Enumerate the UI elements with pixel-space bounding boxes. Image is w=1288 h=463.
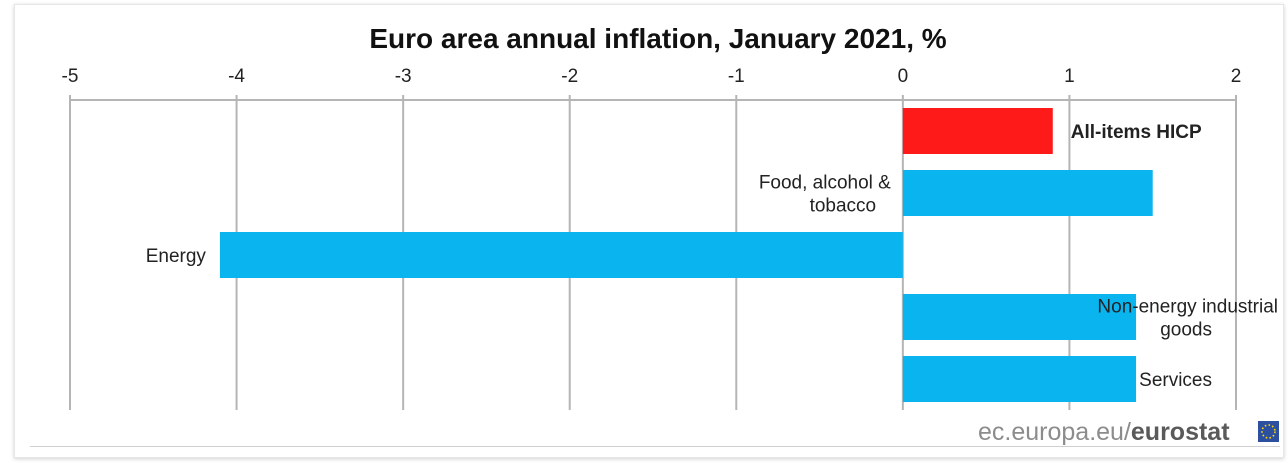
category-label: Energy [146,246,207,267]
category-label: Services [1139,370,1212,391]
x-tick-label: -3 [395,66,412,87]
category-label: goods [1160,320,1212,341]
x-tick-label: -1 [728,66,745,87]
source-prefix: ec.europa.eu/ [978,418,1131,446]
category-label: tobacco [810,196,877,217]
x-tick-label: 1 [1064,66,1075,87]
x-tick-label: 0 [898,66,909,87]
bar [902,170,1153,216]
source-brand: eurostat [1130,418,1230,446]
eu-flag-icon [1258,421,1279,442]
bar [219,232,903,278]
category-labels: All-items HICP Food, alcohol &tobacco Ener… [146,122,1278,391]
x-tick-label: -5 [62,66,79,87]
bar [902,294,1137,340]
source-credit: ec.europa.eu/eurostat [978,418,1230,447]
bar [902,356,1137,402]
bars [219,108,1153,402]
footer-divider [30,446,1280,447]
x-tick-label: -4 [228,66,245,87]
x-tick-label: -2 [561,66,578,87]
bar [902,108,1053,154]
chart-title: Euro area annual inflation, January 2021… [369,23,946,54]
x-axis-ticks: -5 -4 -3 -2 -1 0 1 2 [62,66,1242,87]
category-label: Food, alcohol & [759,173,891,194]
category-label: All-items HICP [1071,122,1202,143]
category-label: Non-energy industrial [1097,297,1278,318]
x-tick-label: 2 [1231,66,1242,87]
